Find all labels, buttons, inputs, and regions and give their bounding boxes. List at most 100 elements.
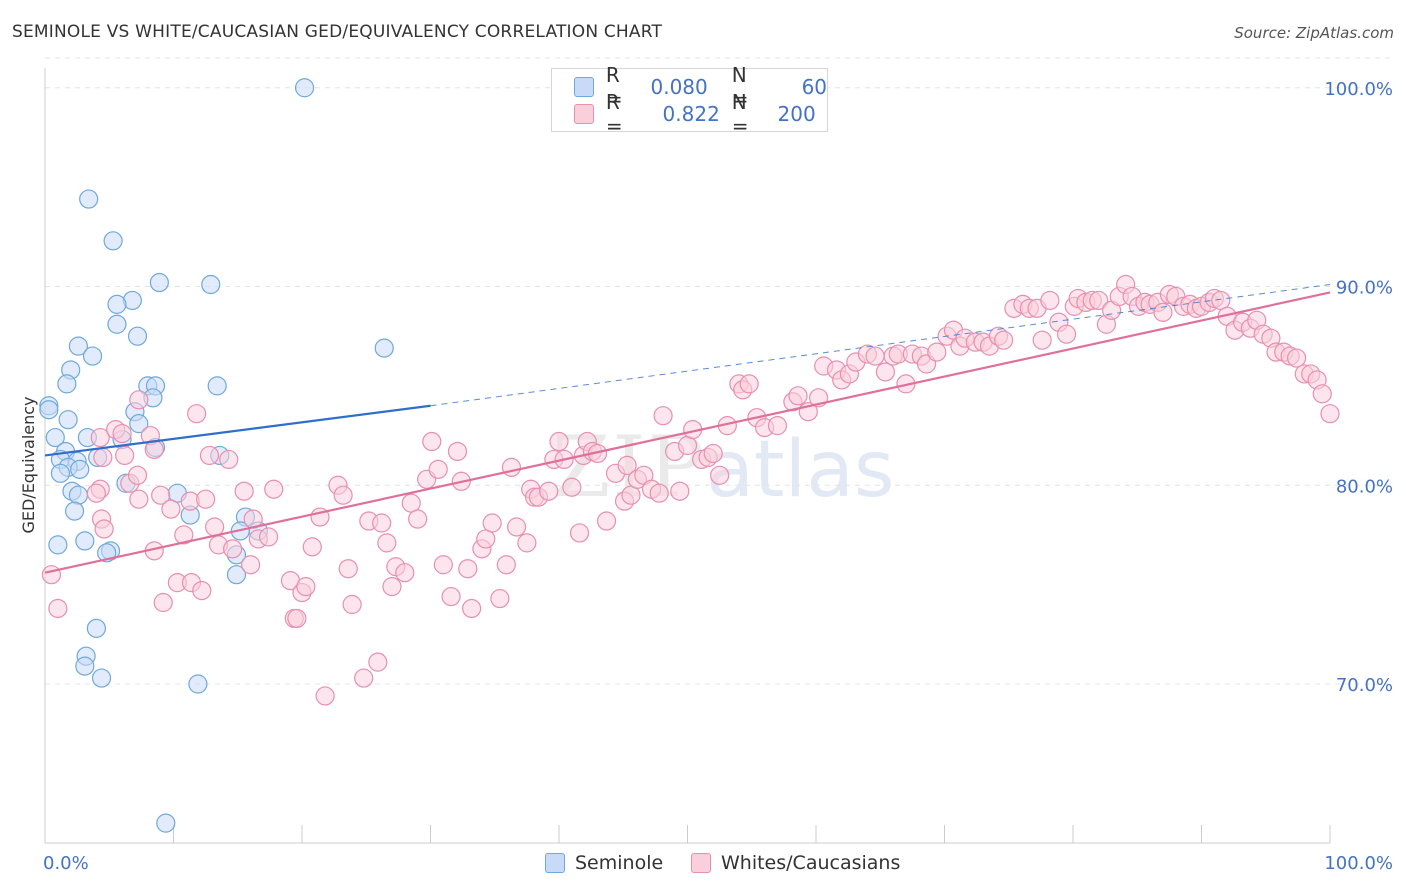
whites-point <box>865 346 885 366</box>
whites-point <box>395 563 415 583</box>
legend-row-whites: R = 0.822 N = 200 <box>574 90 827 138</box>
whites-point <box>1211 290 1231 311</box>
legend-r-label: R = <box>605 90 623 138</box>
seminole-point <box>39 400 59 420</box>
whites-point <box>1040 290 1060 311</box>
whites-point <box>1089 290 1109 311</box>
whites-point <box>333 485 353 505</box>
seminole-trend-line <box>44 404 431 457</box>
whites-point <box>408 509 428 529</box>
whites-point <box>562 477 582 497</box>
whites-point <box>549 431 569 452</box>
y-axis-label: GED/Equivalency <box>19 396 38 533</box>
whites-point <box>112 423 132 444</box>
whites-point <box>93 447 113 468</box>
series-legend-seminole[interactable]: Seminole <box>545 852 663 874</box>
whites-point <box>129 390 149 410</box>
seminole-point <box>107 294 127 314</box>
seminole-point <box>226 565 247 585</box>
y-tick-label: 90.0% <box>1336 278 1393 299</box>
whites-point <box>302 537 322 557</box>
seminole-point <box>91 668 112 688</box>
seminole-point <box>68 485 89 505</box>
x-tick-label: 0.0% <box>43 853 89 874</box>
whites-point <box>1320 404 1340 424</box>
whites-point <box>1312 384 1332 404</box>
whites-point <box>482 513 502 533</box>
whites-point <box>90 427 110 448</box>
whites-point <box>377 533 397 553</box>
whites-point <box>710 465 730 485</box>
seminole-point <box>374 338 394 358</box>
y-tick-label: 80.0% <box>1336 476 1393 497</box>
whites-point <box>994 330 1014 350</box>
whites-point <box>401 493 421 513</box>
whites-point <box>234 481 254 501</box>
seminole-point <box>82 346 103 366</box>
series-legend-swatch-seminole <box>545 853 565 873</box>
legend-r-label: R = <box>605 63 623 111</box>
source-credit: Source: ZipAtlas.com <box>1234 24 1394 42</box>
y-tick-label: 70.0% <box>1336 675 1393 696</box>
seminole-point <box>68 336 89 356</box>
whites-point <box>447 441 468 462</box>
seminole-point <box>149 272 169 293</box>
series-legend: Seminole Whites/Caucasians <box>0 852 1406 878</box>
whites-point <box>677 435 698 456</box>
whites-point <box>86 483 107 503</box>
whites-point <box>539 481 559 501</box>
whites-point <box>258 527 279 547</box>
seminole-point <box>58 410 78 430</box>
whites-point <box>517 533 537 553</box>
seminole-point <box>70 459 90 479</box>
whites-point <box>354 668 374 688</box>
whites-point <box>372 513 392 533</box>
seminole-point <box>127 326 148 346</box>
whites-point <box>196 489 216 509</box>
whites-point <box>296 577 316 597</box>
whites-point <box>368 652 388 672</box>
seminole-point <box>86 618 107 638</box>
whites-point <box>223 539 243 559</box>
whites-point <box>433 555 453 575</box>
seminole-point <box>45 427 65 448</box>
whites-point <box>161 499 181 519</box>
whites-point <box>219 449 239 470</box>
whites-point <box>490 588 510 609</box>
whites-point <box>241 555 261 575</box>
whites-point <box>462 598 482 619</box>
seminole-point <box>57 374 77 394</box>
chart-title: SEMINOLE VS WHITE/CAUCASIAN GED/EQUIVALE… <box>12 22 663 42</box>
whites-point <box>569 523 590 543</box>
correlation-legend: R = 0.080 N = 60 R = 0.822 N = 200 <box>551 63 828 138</box>
x-tick-label: 100.0% <box>1324 853 1393 874</box>
legend-swatch-whites <box>574 104 594 124</box>
legend-n-label: N = <box>731 63 749 111</box>
seminole-point <box>294 78 315 98</box>
whites-point <box>703 443 723 464</box>
series-legend-whites[interactable]: Whites/Caucasians <box>691 852 900 874</box>
whites-point <box>617 455 637 475</box>
seminole-point <box>107 314 127 334</box>
whites-point <box>496 555 516 575</box>
whites-point <box>48 598 68 619</box>
seminole-point <box>188 674 208 694</box>
whites-point <box>199 445 220 466</box>
whites-point <box>739 374 759 394</box>
whites-point <box>115 445 135 466</box>
whites-point <box>670 481 690 501</box>
legend-row-seminole: R = 0.080 N = 60 <box>574 63 827 111</box>
whites-point <box>1153 302 1173 322</box>
whites-point <box>129 489 149 509</box>
whites-point <box>767 416 788 436</box>
whites-point <box>187 404 207 424</box>
whites-point <box>151 485 171 505</box>
seminole-trend-extension <box>430 284 1331 407</box>
whites-point <box>382 577 402 597</box>
seminole-point <box>75 531 95 551</box>
seminole-point <box>201 274 221 295</box>
whites-point <box>428 459 448 479</box>
series-legend-swatch-whites <box>691 853 711 873</box>
whites-point <box>338 559 358 579</box>
seminole-point <box>50 463 71 483</box>
